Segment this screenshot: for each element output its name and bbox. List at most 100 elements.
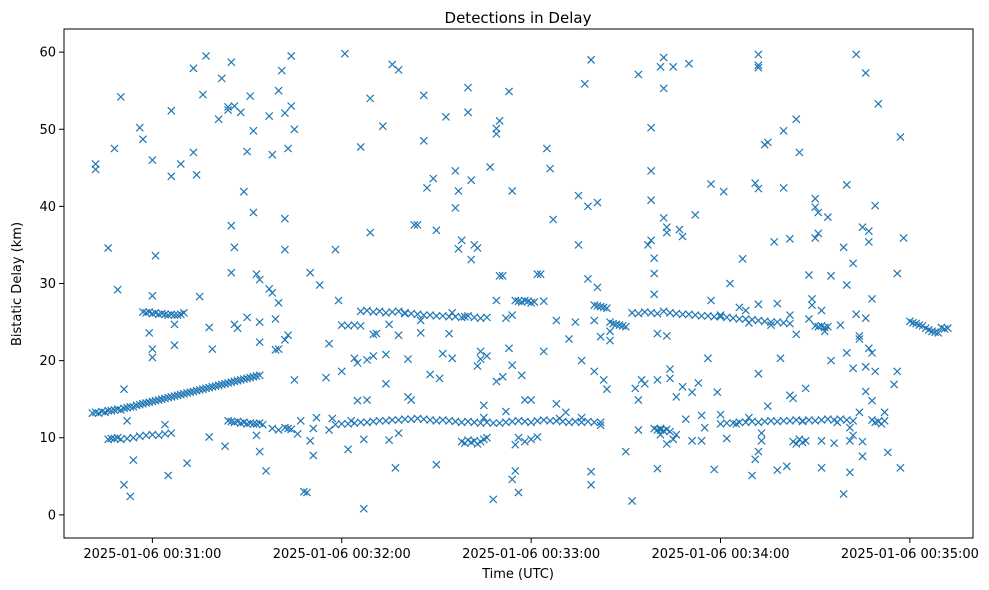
data-point-clutter bbox=[691, 210, 700, 219]
data-point-clutter bbox=[719, 187, 728, 196]
data-point-clutter bbox=[287, 51, 296, 61]
data-point-track-rising bbox=[220, 379, 230, 388]
data-point-track-10km bbox=[274, 425, 283, 435]
data-point-clutter bbox=[463, 108, 473, 117]
y-tick-label: 30 bbox=[39, 277, 56, 292]
data-point-clutter bbox=[164, 471, 173, 480]
data-point-clutter bbox=[814, 208, 823, 217]
data-point-clutter bbox=[369, 351, 378, 361]
data-point-clutter bbox=[785, 311, 794, 320]
data-point-clutter bbox=[867, 348, 877, 357]
data-point-clutter bbox=[372, 329, 381, 338]
data-point-clutter bbox=[344, 445, 353, 454]
data-point-clutter bbox=[893, 367, 902, 376]
data-point-track-12km bbox=[596, 418, 605, 427]
data-point-clutter bbox=[328, 414, 337, 423]
data-point-track-rising bbox=[148, 397, 157, 406]
data-point-clutter bbox=[804, 270, 813, 280]
data-point-track-26km bbox=[612, 320, 621, 329]
data-point-clutter bbox=[735, 303, 744, 312]
data-point-track-12km bbox=[258, 420, 267, 429]
data-point-clutter bbox=[748, 471, 757, 480]
data-point-clutter bbox=[448, 354, 457, 363]
data-point-clutter bbox=[508, 361, 517, 370]
data-point-clutter bbox=[284, 331, 293, 340]
data-point-clutter bbox=[795, 148, 804, 157]
data-point-clutter bbox=[672, 430, 681, 439]
data-point-track-26km bbox=[678, 310, 687, 319]
data-point-clutter bbox=[148, 353, 157, 362]
data-point-clutter bbox=[236, 108, 245, 117]
data-point-clutter bbox=[189, 148, 198, 157]
data-point-clutter bbox=[170, 320, 179, 329]
data-point-track-12km bbox=[243, 419, 252, 428]
data-point-clutter bbox=[656, 430, 665, 439]
data-point-clutter bbox=[871, 201, 880, 210]
data-point-track-rising bbox=[208, 382, 217, 391]
data-point-clutter bbox=[798, 417, 807, 426]
data-point-track-26km bbox=[618, 321, 627, 330]
data-point-clutter bbox=[555, 414, 564, 423]
data-point-clutter bbox=[325, 339, 334, 348]
data-point-clutter bbox=[817, 463, 826, 472]
data-point-clutter bbox=[852, 310, 861, 319]
data-point-clutter bbox=[504, 344, 514, 353]
data-points bbox=[88, 49, 952, 513]
data-point-clutter bbox=[394, 65, 403, 74]
data-point-clutter bbox=[255, 338, 264, 347]
data-point-track-10km bbox=[665, 427, 675, 436]
data-point-clutter bbox=[883, 448, 892, 457]
data-point-clutter bbox=[246, 92, 255, 101]
data-point-clutter bbox=[861, 387, 870, 396]
data-point-clutter bbox=[359, 435, 368, 444]
data-point-clutter bbox=[359, 504, 368, 513]
data-point-track-26km bbox=[943, 324, 952, 333]
data-point-clutter bbox=[839, 243, 848, 252]
data-point-clutter bbox=[684, 59, 693, 68]
data-point-clutter bbox=[243, 313, 252, 322]
data-point-clutter bbox=[495, 271, 504, 280]
data-point-track-26km bbox=[375, 307, 384, 316]
x-axis-label: Time (UTC) bbox=[481, 567, 554, 582]
data-point-clutter bbox=[391, 463, 400, 472]
data-point-clutter bbox=[195, 292, 204, 301]
data-point-clutter bbox=[839, 489, 848, 499]
data-point-clutter bbox=[353, 396, 362, 405]
data-point-clutter bbox=[520, 395, 529, 405]
data-point-clutter bbox=[337, 367, 346, 376]
data-point-clutter bbox=[508, 475, 517, 484]
data-point-clutter bbox=[514, 488, 523, 497]
data-point-track-26km bbox=[520, 296, 529, 305]
data-point-clutter bbox=[274, 345, 283, 354]
data-point-clutter bbox=[770, 237, 779, 246]
data-point-clutter bbox=[403, 355, 413, 364]
data-point-clutter bbox=[476, 355, 485, 364]
data-point-track-rising bbox=[198, 385, 207, 394]
data-point-clutter bbox=[426, 370, 435, 379]
data-point-clutter bbox=[198, 90, 207, 99]
data-point-clutter bbox=[706, 296, 716, 305]
data-point-clutter bbox=[855, 331, 864, 340]
data-point-clutter bbox=[274, 298, 283, 307]
data-point-clutter bbox=[148, 291, 157, 300]
data-point-track-26km bbox=[457, 313, 466, 322]
data-point-clutter bbox=[574, 191, 583, 200]
data-point-clutter bbox=[552, 316, 561, 325]
data-point-clutter bbox=[170, 341, 179, 350]
data-point-clutter bbox=[350, 354, 359, 363]
data-point-clutter bbox=[123, 416, 132, 425]
data-point-clutter bbox=[309, 424, 318, 433]
x-tick-label: 2025-01-06 00:31:00 bbox=[83, 547, 221, 562]
data-point-clutter bbox=[754, 63, 763, 72]
data-point-clutter bbox=[429, 174, 438, 183]
data-point-clutter bbox=[208, 345, 217, 354]
data-point-track-10km bbox=[287, 425, 296, 434]
data-point-track-26km bbox=[590, 301, 599, 310]
data-point-track-rising bbox=[227, 378, 236, 387]
data-point-clutter bbox=[662, 439, 671, 448]
data-point-track-12km bbox=[375, 416, 384, 425]
data-point-clutter bbox=[880, 408, 889, 417]
data-point-clutter bbox=[656, 62, 665, 71]
data-point-clutter bbox=[536, 270, 545, 279]
data-point-clutter bbox=[590, 367, 599, 376]
